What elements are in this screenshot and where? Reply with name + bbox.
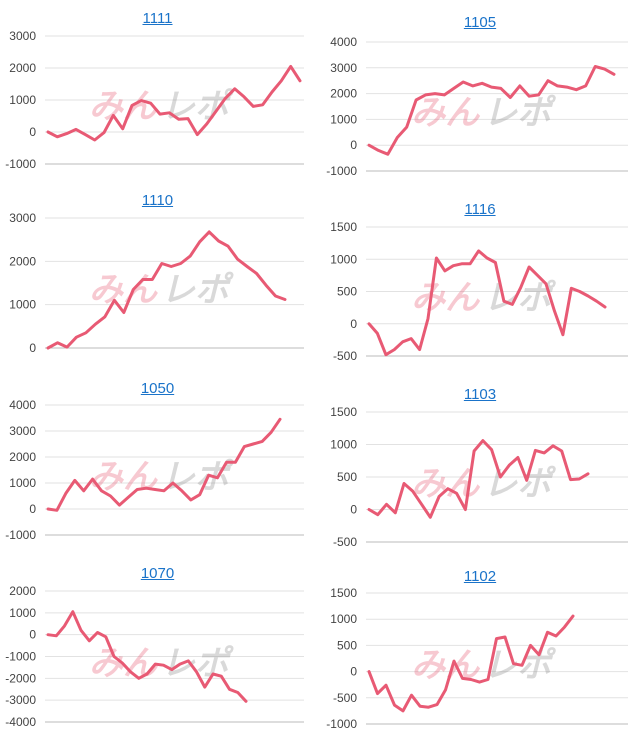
y-tick-label: 1500 xyxy=(330,586,357,600)
y-tick-label: 0 xyxy=(350,317,357,331)
line-chart: -1000 0 1000 2000 3000 みん レポ xyxy=(5,29,304,171)
y-tick-label: 3000 xyxy=(9,211,36,225)
y-tick-label: -1000 xyxy=(326,717,357,731)
chart-panel: 1103 -500 0 500 1000 1500 みん レポ xyxy=(320,370,640,555)
y-tick-label: 2000 xyxy=(9,450,36,464)
y-tick-label: 1000 xyxy=(9,93,36,107)
y-tick-label: 1500 xyxy=(330,220,357,234)
y-tick-label: 1000 xyxy=(330,112,357,126)
watermark-logo: みん レポ xyxy=(89,270,234,310)
chart-title-link[interactable]: 1116 xyxy=(464,201,496,218)
chart-panel: 1050 -1000 0 1000 2000 3000 4000 みん レポ xyxy=(0,370,315,555)
y-tick-label: 2000 xyxy=(9,254,36,268)
series-line xyxy=(46,64,302,142)
chart-title-link[interactable]: 1050 xyxy=(140,380,175,397)
watermark-logo: みん レポ xyxy=(89,87,234,127)
watermark-logo: みん レポ xyxy=(411,278,556,318)
y-tick-label: 1500 xyxy=(330,405,357,419)
y-tick-label: 0 xyxy=(29,502,36,516)
y-tick-label: -500 xyxy=(333,349,357,363)
chart-panel: 1070 -4000 -3000 -2000 -1000 0 1000 2000 みん レポ xyxy=(0,555,315,745)
y-tick-label: -1000 xyxy=(5,528,36,542)
chart-title-link[interactable]: 1070 xyxy=(140,565,175,582)
y-tick-label: 3000 xyxy=(9,29,36,43)
y-tick-label: -1000 xyxy=(5,650,36,664)
svg-text:レポ: レポ xyxy=(161,87,234,127)
svg-text:レポ: レポ xyxy=(483,278,556,318)
chart-title-link[interactable]: 1103 xyxy=(463,386,497,403)
svg-text:みん: みん xyxy=(89,457,158,497)
y-tick-label: 3000 xyxy=(9,424,36,438)
line-chart: -1000 0 1000 2000 3000 4000 みん レポ xyxy=(326,35,628,178)
y-tick-label: 500 xyxy=(337,285,357,299)
chart-title-link[interactable]: 1105 xyxy=(463,14,497,31)
y-tick-label: 4000 xyxy=(330,35,357,49)
y-tick-label: 500 xyxy=(337,638,357,652)
watermark-logo: みん レポ xyxy=(411,464,556,504)
y-tick-label: -500 xyxy=(333,691,357,705)
y-tick-label: 2000 xyxy=(9,584,36,598)
watermark-logo: みん レポ xyxy=(411,93,556,133)
y-tick-label: 0 xyxy=(350,503,357,517)
chart-panel: 1110 0 1000 2000 3000 みん レポ xyxy=(0,185,315,370)
svg-text:レポ: レポ xyxy=(483,464,556,504)
line-chart: -500 0 500 1000 1500 みん レポ xyxy=(330,405,628,549)
y-tick-label: 500 xyxy=(337,470,357,484)
y-tick-label: -3000 xyxy=(5,693,36,707)
y-tick-label: -1000 xyxy=(326,164,357,178)
y-tick-label: 0 xyxy=(29,628,36,642)
y-tick-label: 1000 xyxy=(9,476,36,490)
y-tick-label: 0 xyxy=(29,341,36,355)
y-tick-label: 4000 xyxy=(9,398,36,412)
svg-text:みん: みん xyxy=(89,270,158,310)
y-tick-label: 1000 xyxy=(330,612,357,626)
svg-text:レポ: レポ xyxy=(161,270,234,310)
y-tick-label: -2000 xyxy=(5,671,36,685)
series-line xyxy=(367,439,590,519)
watermark-logo: みん レポ xyxy=(89,457,234,497)
svg-text:レポ: レポ xyxy=(161,457,234,497)
chart-panel: 1116 -500 0 500 1000 1500 みん レポ xyxy=(320,185,640,370)
line-chart: -500 0 500 1000 1500 みん レポ xyxy=(330,220,628,363)
chart-panel: 1102 -1000 -500 0 500 1000 1500 みん レポ xyxy=(320,555,640,745)
series-line xyxy=(46,230,287,350)
y-tick-label: 1000 xyxy=(330,252,357,266)
y-tick-label: 2000 xyxy=(330,87,357,101)
y-tick-label: 0 xyxy=(350,138,357,152)
chart-title-link[interactable]: 1102 xyxy=(463,568,497,585)
y-tick-label: -500 xyxy=(333,535,357,549)
y-tick-label: 0 xyxy=(350,665,357,679)
y-tick-label: 0 xyxy=(29,125,36,139)
chart-title-link[interactable]: 1110 xyxy=(141,192,174,209)
y-tick-label: -4000 xyxy=(5,715,36,729)
y-tick-label: 3000 xyxy=(330,61,357,75)
svg-text:みん: みん xyxy=(411,278,480,318)
y-tick-label: -1000 xyxy=(5,157,36,171)
y-tick-label: 2000 xyxy=(9,61,36,75)
y-tick-label: 1000 xyxy=(330,438,357,452)
chart-title-link[interactable]: 1111 xyxy=(142,10,173,27)
svg-text:みん: みん xyxy=(411,93,480,133)
y-tick-label: 1000 xyxy=(9,298,36,312)
chart-panel: 1111 -1000 0 1000 2000 3000 みん レポ xyxy=(0,0,315,185)
y-tick-label: 1000 xyxy=(9,606,36,620)
line-chart: -1000 0 1000 2000 3000 4000 みん レポ xyxy=(5,398,304,542)
chart-panel: 1105 -1000 0 1000 2000 3000 4000 みん レポ xyxy=(320,0,640,185)
line-chart: 0 1000 2000 3000 みん レポ xyxy=(9,211,304,355)
svg-text:レポ: レポ xyxy=(483,93,556,133)
svg-text:みん: みん xyxy=(89,87,158,127)
